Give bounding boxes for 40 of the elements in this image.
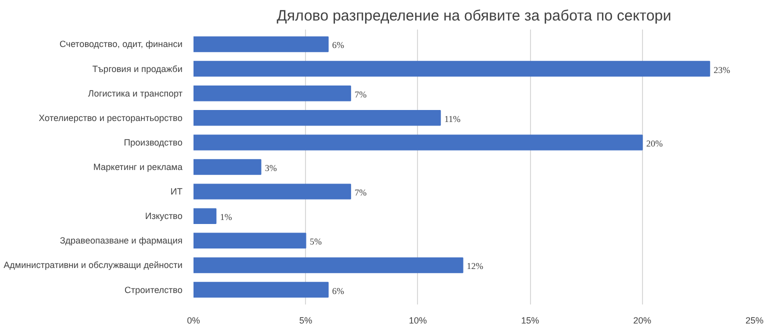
- x-tick-label: 0%: [186, 316, 200, 326]
- data-label: 1%: [220, 212, 232, 222]
- data-label: 11%: [444, 114, 462, 124]
- x-tick-label: 25%: [745, 316, 764, 326]
- x-tick-label: 10%: [408, 316, 427, 326]
- y-tick-label: ИТ: [170, 186, 183, 197]
- bar: [194, 232, 306, 249]
- bar: [194, 257, 464, 274]
- y-tick-label: Административни и обслужващи дейности: [4, 260, 183, 270]
- data-label: 23%: [714, 64, 731, 75]
- data-label: 5%: [310, 236, 322, 247]
- x-tick-label: 5%: [299, 316, 312, 326]
- bar: [194, 159, 262, 175]
- data-label: 7%: [354, 89, 368, 100]
- y-tick-label: Хотелиерство и ресторантьорство: [38, 112, 183, 123]
- x-tick-label: 20%: [633, 316, 652, 326]
- bar: [194, 60, 710, 77]
- bar: [194, 184, 352, 200]
- bar: [194, 134, 643, 150]
- y-tick-label: Здравеопазване и фармация: [60, 236, 183, 246]
- chart-title: Дялово разпределение на обявите за работа по сектори: [276, 8, 672, 24]
- bar: [194, 36, 329, 52]
- bar: [194, 85, 352, 102]
- data-label: 3%: [264, 163, 278, 173]
- y-tick-label: Производство: [124, 137, 183, 148]
- data-label: 6%: [332, 40, 345, 50]
- bar: [194, 110, 441, 126]
- bar: [194, 282, 329, 298]
- data-label: 12%: [466, 261, 484, 272]
- y-tick-label: Счетоводство, одит, финанси: [60, 39, 183, 50]
- data-label: 6%: [332, 286, 345, 296]
- y-tick-label: Търговия и продажби: [92, 64, 183, 74]
- bar: [194, 208, 216, 224]
- x-tick-label: 15%: [521, 316, 540, 326]
- data-label: 20%: [646, 138, 664, 148]
- y-tick-label: Логистика и транспорт: [88, 88, 182, 98]
- y-tick-label: Изкуство: [145, 211, 183, 222]
- y-tick-label: Маркетинг и реклама: [93, 162, 183, 172]
- data-label: 7%: [354, 188, 368, 198]
- y-tick-label: Строителство: [124, 284, 183, 295]
